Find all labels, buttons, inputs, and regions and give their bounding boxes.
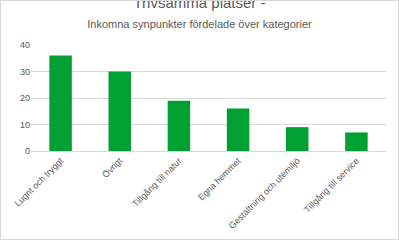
svg-text:Tillgång till natur: Tillgång till natur: [130, 156, 183, 209]
svg-text:40: 40: [20, 40, 30, 50]
svg-text:20: 20: [20, 93, 30, 103]
svg-text:Egna hemmet: Egna hemmet: [196, 155, 243, 202]
svg-text:0: 0: [25, 146, 30, 156]
svg-text:30: 30: [20, 67, 30, 77]
svg-text:Övrigt: Övrigt: [100, 155, 124, 179]
svg-text:Gestaltning och utemiljö: Gestaltning och utemiljö: [227, 156, 302, 231]
svg-text:Trivsamma platser -Inkomna syn: Trivsamma platser -Inkomna synpunkter fö…: [87, 1, 312, 30]
svg-text:Lugnt och tryggt: Lugnt och tryggt: [12, 155, 65, 208]
svg-text:Tillgång till service: Tillgång till service: [302, 156, 361, 215]
svg-text:10: 10: [20, 120, 30, 130]
